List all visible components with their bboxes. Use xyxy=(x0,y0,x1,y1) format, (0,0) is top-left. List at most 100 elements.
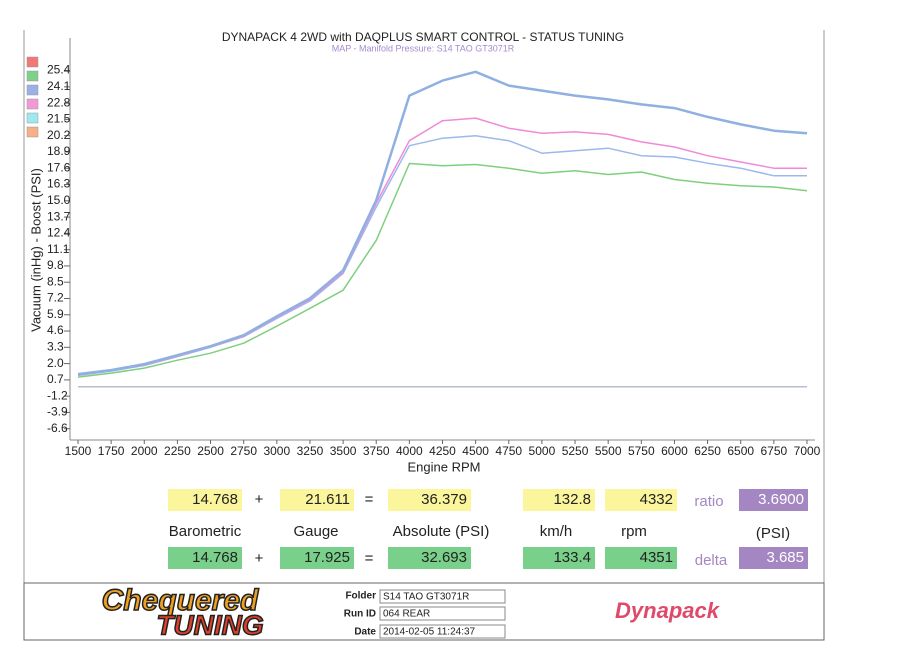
x-tick-label: 5500 xyxy=(595,444,622,458)
series-line xyxy=(77,70,808,376)
x-tick-label: 6000 xyxy=(661,444,688,458)
y-tick-label: -1.2 xyxy=(47,388,68,402)
y-tick-label: 12.4 xyxy=(47,226,71,240)
readout-box xyxy=(523,489,595,511)
x-tick-label: 1500 xyxy=(65,444,92,458)
y-tick-label: 3.3 xyxy=(47,339,64,353)
field-value: 2014-02-05 11:24:37 xyxy=(383,627,476,638)
series-line xyxy=(77,162,808,378)
x-tick-label: 2000 xyxy=(131,444,158,458)
x-tick-label: 3000 xyxy=(263,444,290,458)
readout-label: Barometric xyxy=(169,523,242,540)
field-label: Date xyxy=(354,627,376,638)
x-tick-label: 3500 xyxy=(330,444,357,458)
readout-box xyxy=(168,489,242,511)
readout-label: km/h xyxy=(540,523,573,540)
x-tick-label: 4000 xyxy=(396,444,423,458)
readout-value: 133.4 xyxy=(553,549,591,566)
x-tick-label: 2750 xyxy=(230,444,257,458)
readout-label: (PSI) xyxy=(756,525,790,542)
y-tick-label: 4.6 xyxy=(47,323,64,337)
readout-value: 3.685 xyxy=(766,549,804,566)
footer-box xyxy=(23,582,825,641)
legend-swatch xyxy=(26,70,39,82)
field-value: 064 REAR xyxy=(383,609,430,620)
operator: + xyxy=(255,491,264,508)
readout-value: 21.611 xyxy=(305,491,350,508)
y-tick-label: -3.9 xyxy=(47,405,68,419)
y-tick-label: 16.3 xyxy=(47,177,71,191)
readout-value: 132.8 xyxy=(553,491,591,508)
y-tick-label: -6.6 xyxy=(47,421,68,435)
readout-value: 3.6900 xyxy=(758,491,804,508)
x-tick-label: 6250 xyxy=(694,444,721,458)
field-label: Run ID xyxy=(344,609,376,620)
legend-swatch xyxy=(26,56,39,68)
readout-box xyxy=(739,489,808,511)
chart-title: DYNAPACK 4 2WD with DAQPLUS SMART CONTRO… xyxy=(222,30,624,44)
readout-label: Absolute (PSI) xyxy=(393,523,490,540)
readout-value: 14.768 xyxy=(192,549,238,566)
y-tick-label: 7.2 xyxy=(47,291,64,305)
readout-value: 14.768 xyxy=(192,491,238,508)
readout-value: 17.925 xyxy=(304,549,350,566)
field-value: S14 TAO GT3071R xyxy=(383,592,469,603)
readout-value: 4351 xyxy=(640,549,673,566)
x-tick-label: 1750 xyxy=(98,444,125,458)
field-box xyxy=(379,606,506,621)
x-tick-label: 5250 xyxy=(562,444,589,458)
readout-box xyxy=(605,547,677,569)
x-tick-label: 6750 xyxy=(761,444,788,458)
readout-box xyxy=(605,489,677,511)
y-tick-label: 9.8 xyxy=(47,258,64,272)
legend-swatch xyxy=(26,112,39,124)
readout-box xyxy=(388,489,471,511)
readout-value: 36.379 xyxy=(421,491,467,508)
x-tick-label: 4750 xyxy=(495,444,522,458)
readout: 14.768 + 21.611 = 36.379 132.8 4332 rati… xyxy=(168,489,808,569)
x-tick-label: 2500 xyxy=(197,444,224,458)
x-tick-label: 4250 xyxy=(429,444,456,458)
field-label: Folder xyxy=(345,591,376,602)
y-tick-label: 0.7 xyxy=(47,372,64,386)
x-tick-label: 3750 xyxy=(363,444,390,458)
y-tick-label: 24.1 xyxy=(47,79,71,93)
y-tick-label: 2.0 xyxy=(47,356,64,370)
y-tick-label: 13.7 xyxy=(47,209,71,223)
readout-box xyxy=(739,547,808,569)
x-tick-label: 5000 xyxy=(529,444,556,458)
operator: = xyxy=(365,491,374,508)
x-tick-label: 2250 xyxy=(164,444,191,458)
x-tick-label: 4500 xyxy=(462,444,489,458)
y-tick-label: 21.5 xyxy=(47,112,71,126)
logo-top: Chequered xyxy=(102,584,259,617)
readout-value: 32.693 xyxy=(421,549,467,566)
operator: = xyxy=(365,550,374,567)
field-box xyxy=(379,624,506,639)
legend-swatch xyxy=(26,126,39,138)
readout-box xyxy=(280,489,354,511)
readout-box xyxy=(523,547,595,569)
y-tick-label: 5.9 xyxy=(47,307,64,321)
readout-box xyxy=(168,547,242,569)
logo-bottom: TUNING xyxy=(156,609,263,640)
y-tick-label: 11.1 xyxy=(47,242,70,256)
legend-swatch xyxy=(26,84,39,96)
y-tick-label: 20.2 xyxy=(47,128,71,142)
x-tick-label: 3250 xyxy=(297,444,324,458)
operator: + xyxy=(255,550,264,567)
readout-value: 4332 xyxy=(640,491,673,508)
x-tick-label: 7000 xyxy=(794,444,821,458)
y-tick-label: 8.5 xyxy=(47,274,64,288)
x-axis-label: Engine RPM xyxy=(408,459,481,474)
footer: Chequered TUNING Folder S14 TAO GT3071R … xyxy=(23,582,825,641)
x-tick-label: 6500 xyxy=(727,444,754,458)
brand-logo: Dynapack xyxy=(615,598,721,623)
y-tick-label: 17.6 xyxy=(47,160,71,174)
readout-label: Gauge xyxy=(293,523,338,540)
plot: 25.4 24.1 22.8 21.5 20.2 18.9 17.6 16.3 15.0 13.7… xyxy=(26,38,821,458)
readout-label: rpm xyxy=(621,523,647,540)
y-tick-label: 22.8 xyxy=(47,95,71,109)
